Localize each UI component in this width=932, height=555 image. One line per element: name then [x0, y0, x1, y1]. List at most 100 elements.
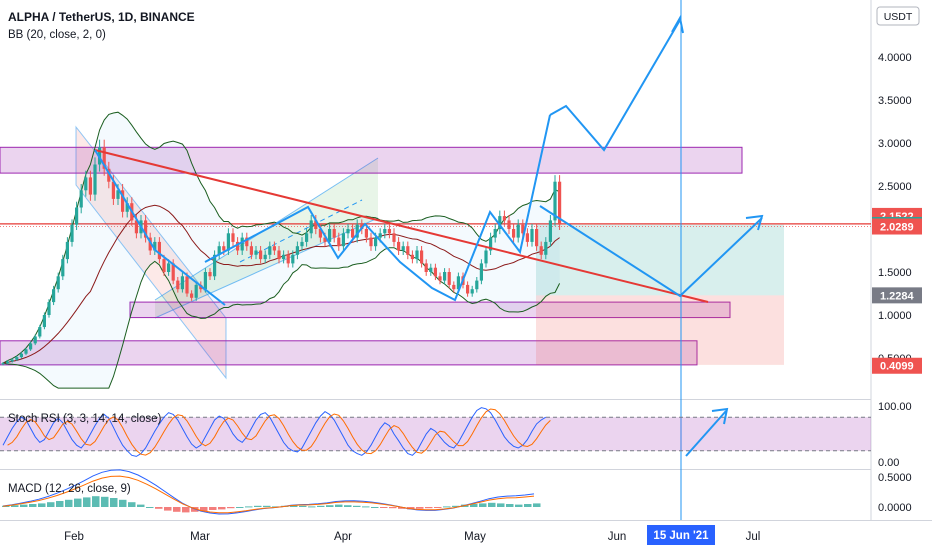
time-axis-label: Jul: [746, 531, 761, 543]
macd-histogram-bar: [83, 497, 91, 507]
projection-arrowhead-up: [671, 15, 684, 34]
candle-body: [19, 353, 23, 358]
time-axis-label: Apr: [334, 531, 352, 543]
macd-histogram-bar: [101, 496, 109, 507]
support-zone-lower: [0, 340, 698, 366]
macd-histogram-bar: [317, 505, 325, 507]
macd-histogram-bar: [29, 504, 37, 507]
candle-body: [153, 241, 157, 251]
candle-body: [484, 250, 488, 264]
candle-body: [162, 259, 166, 272]
bb-indicator-label[interactable]: BB (20, close, 2, 0): [8, 29, 106, 41]
candle-body: [42, 315, 46, 328]
time-axis-label: Jun: [608, 531, 627, 543]
candle-body: [466, 284, 470, 294]
candle-body: [539, 246, 543, 255]
position-loss-box: [536, 295, 784, 365]
candle-body: [213, 254, 217, 277]
candle-body: [438, 276, 442, 281]
candle-body: [102, 147, 106, 169]
macd-histogram-bar: [488, 502, 496, 507]
macd-histogram-bar: [380, 507, 388, 508]
price-label-tag: [872, 218, 922, 235]
candle-body: [171, 263, 175, 281]
stoch-rsi-label[interactable]: Stoch RSI (3, 3, 14, 14, close): [8, 413, 162, 425]
support-zone-upper: [129, 301, 731, 319]
candle-body: [314, 220, 318, 229]
candle-body: [245, 237, 249, 247]
price-label-text: 0.4099: [880, 361, 914, 373]
candle-body: [79, 190, 83, 208]
candle-body: [351, 229, 355, 238]
candle-body: [208, 272, 212, 277]
candle-body: [167, 263, 171, 272]
macd-histogram-bar: [515, 504, 523, 507]
candle-body: [38, 327, 42, 337]
candle-body: [75, 207, 79, 225]
candle-body: [447, 272, 451, 285]
macd-histogram-bar: [524, 504, 532, 507]
macd-histogram-bar: [155, 507, 163, 509]
candle-body: [452, 284, 456, 290]
candle-body: [259, 250, 263, 260]
macd-label[interactable]: MACD (12, 26, close, 9): [8, 483, 131, 495]
macd-histogram-bar: [299, 505, 307, 507]
candle-body: [328, 229, 332, 242]
candle-body: [249, 246, 253, 255]
stoch-projection-arrowhead: [711, 407, 729, 425]
candle-body: [498, 216, 502, 229]
candle-body: [374, 237, 378, 247]
stoch-k-line: [2, 407, 547, 457]
candle-body: [332, 229, 336, 238]
candle-body: [364, 229, 368, 238]
candle-body: [217, 246, 221, 255]
time-axis-label: Mar: [190, 531, 210, 543]
candle-body: [61, 259, 65, 277]
candle-body: [84, 177, 88, 191]
candle-body: [424, 263, 428, 272]
candle-body: [346, 229, 350, 234]
candle-body: [558, 181, 562, 225]
candle-body: [33, 336, 37, 344]
macd-histogram-bar: [236, 507, 244, 508]
candle-body: [148, 237, 152, 251]
price-label-tag: [872, 287, 922, 304]
projection-path-up: [549, 19, 681, 152]
candle-body: [272, 246, 276, 251]
drawing-foreground-layer: [94, 0, 764, 520]
candle-body: [433, 267, 437, 277]
price-tick-label: 3.0000: [878, 138, 912, 150]
currency-label: USDT: [884, 11, 913, 23]
candle-body: [479, 263, 483, 281]
candle-body: [401, 246, 405, 251]
candle-body: [134, 220, 138, 234]
candle-body: [470, 289, 474, 294]
macd-histogram-bar: [110, 498, 118, 507]
projection-arrowhead-alt: [745, 214, 764, 231]
macd-histogram-bar: [2, 505, 10, 507]
candle-body: [47, 302, 51, 315]
candle-body: [493, 229, 497, 238]
candle-body: [144, 220, 148, 238]
macd-histogram-bar: [434, 507, 442, 508]
resistance-zone: [0, 146, 743, 174]
macd-histogram-bar: [533, 503, 541, 507]
candle-body: [24, 349, 28, 354]
macd-histogram-bar: [407, 507, 415, 510]
candle-body: [185, 276, 189, 294]
candle-body: [392, 233, 396, 242]
symbol-title[interactable]: ALPHA / TetherUS, 1D, BINANCE: [8, 10, 195, 24]
rising-channel-green-fill: [155, 158, 378, 318]
bb-fill: [3, 112, 560, 389]
currency-button[interactable]: USDT: [876, 6, 920, 26]
candle-body: [489, 237, 493, 251]
stoch-band-fill: [0, 417, 871, 451]
macd-histogram-bar: [290, 505, 298, 507]
falling-channel-outline: [75, 125, 227, 380]
bb-basis: [2, 204, 560, 364]
candle-body: [369, 237, 373, 247]
macd-histogram-bar: [209, 507, 217, 510]
candle-body: [236, 241, 240, 251]
